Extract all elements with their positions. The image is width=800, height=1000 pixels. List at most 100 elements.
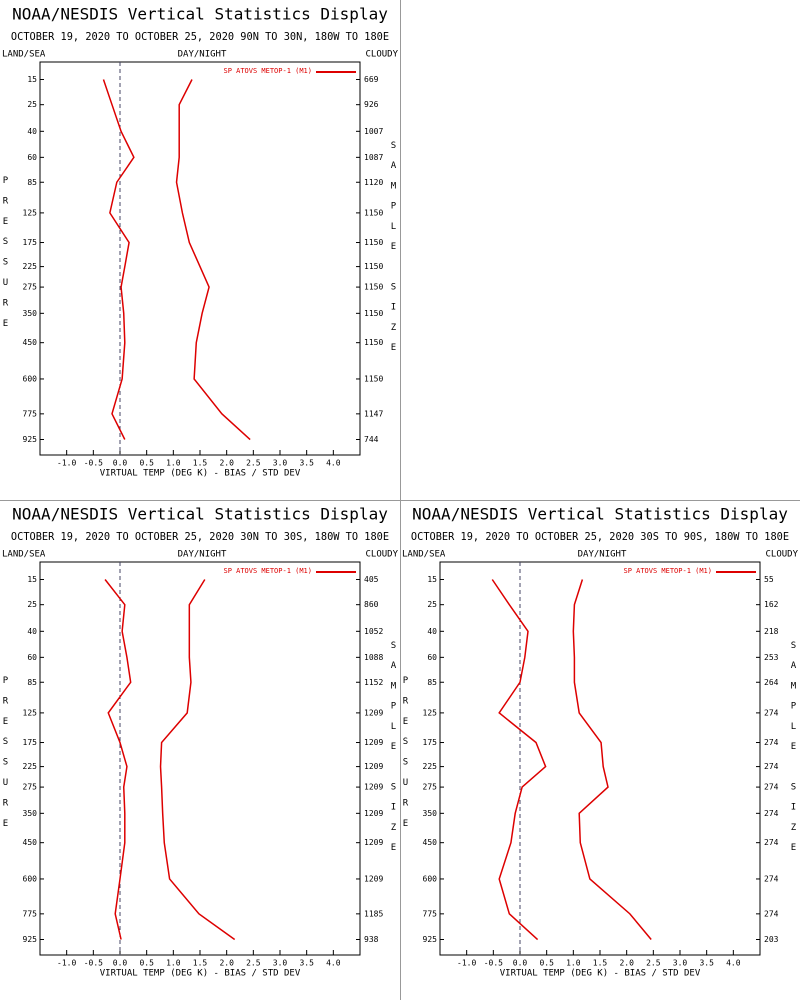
x-tick-label: 0.5: [139, 959, 154, 968]
sample-size-label: 669: [364, 75, 379, 84]
sample-size-label: 1088: [364, 653, 383, 662]
std-dev-line: [572, 579, 652, 940]
sample-size-label: 203: [764, 935, 779, 944]
sample-size-label: 1007: [364, 127, 383, 136]
sample-size-label: 274: [764, 783, 779, 792]
std-dev-line: [159, 579, 236, 941]
y2-axis-label: SAMPLE SIZE: [789, 641, 799, 863]
sample-size-label: 1052: [364, 627, 383, 636]
y-tick-label: 225: [23, 262, 38, 271]
sample-size-label: 1209: [364, 738, 383, 747]
sample-size-label: 744: [364, 435, 379, 444]
y-tick-label: 275: [23, 783, 38, 792]
y-tick-label: 275: [23, 283, 38, 292]
chart-subtitle: OCTOBER 19, 2020 TO OCTOBER 25, 2020 30N…: [11, 531, 389, 543]
sample-size-label: 274: [764, 874, 779, 883]
y-tick-label: 40: [427, 627, 437, 636]
bias-line: [104, 579, 132, 940]
y-tick-label: 450: [23, 838, 38, 847]
y-tick-label: 40: [27, 627, 37, 636]
y-tick-label: 350: [423, 809, 438, 818]
x-tick-label: -0.5: [484, 959, 503, 968]
y-tick-label: 175: [23, 238, 38, 247]
x-tick-label: 0.5: [539, 959, 554, 968]
x-tick-label: 3.5: [299, 459, 314, 468]
panel: NOAA/NESDIS Vertical Statistics Display O…: [1, 505, 399, 979]
x-tick-label: 2.5: [246, 959, 261, 968]
sample-size-label: 1185: [364, 909, 383, 918]
x-tick-label: 1.0: [566, 959, 581, 968]
sample-size-label: 274: [764, 909, 779, 918]
chart-subtitle: OCTOBER 19, 2020 TO OCTOBER 25, 2020 90N…: [11, 31, 389, 43]
sample-size-label: 1150: [364, 309, 383, 318]
sample-size-label: 1150: [364, 238, 383, 247]
x-tick-label: 1.0: [166, 959, 181, 968]
x-tick-label: 0.0: [113, 959, 128, 968]
y-tick-label: 85: [427, 678, 437, 687]
sample-size-label: 274: [764, 708, 779, 717]
x-tick-label: 3.0: [273, 459, 288, 468]
sample-size-label: 1209: [364, 762, 383, 771]
x-tick-label: 0.0: [513, 959, 528, 968]
y-tick-label: 600: [23, 874, 38, 883]
x-tick-label: 0.0: [113, 459, 128, 468]
chart-title: NOAA/NESDIS Vertical Statistics Display: [412, 505, 788, 524]
sample-size-label: 1209: [364, 708, 383, 717]
sample-size-label: 253: [764, 653, 779, 662]
legend-label: SP ATOVS METOP-1 (M1): [223, 567, 312, 575]
y-tick-label: 225: [23, 762, 38, 771]
x-tick-label: 2.0: [219, 959, 234, 968]
sample-size-label: 274: [764, 762, 779, 771]
y-tick-label: 25: [27, 100, 37, 109]
sample-size-label: 274: [764, 838, 779, 847]
sample-size-label: 1087: [364, 153, 383, 162]
corner-label: DAY/NIGHT: [178, 550, 227, 560]
x-tick-label: -0.5: [84, 959, 103, 968]
x-tick-label: 2.5: [646, 959, 661, 968]
y2-axis-label: SAMPLE SIZE: [389, 141, 399, 363]
x-axis-label: VIRTUAL TEMP (DEG K) - BIAS / STD DEV: [500, 969, 701, 979]
corner-label: LAND/SEA: [402, 550, 446, 560]
y-tick-label: 775: [423, 909, 438, 918]
x-tick-label: 4.0: [726, 959, 741, 968]
y-tick-label: 15: [427, 575, 437, 584]
sample-size-label: 274: [764, 738, 779, 747]
sample-size-label: 1209: [364, 809, 383, 818]
sample-size-label: 405: [364, 575, 379, 584]
y-tick-label: 125: [23, 708, 38, 717]
y-tick-label: 25: [27, 600, 37, 609]
sample-size-label: 264: [764, 678, 779, 687]
x-axis-label: VIRTUAL TEMP (DEG K) - BIAS / STD DEV: [100, 469, 301, 479]
panel: NOAA/NESDIS Vertical Statistics Display O…: [1, 5, 399, 479]
sample-size-label: 1150: [364, 208, 383, 217]
y-tick-label: 15: [27, 575, 37, 584]
y-tick-label: 125: [23, 208, 38, 217]
y-tick-label: 350: [23, 309, 38, 318]
sample-size-label: 1150: [364, 283, 383, 292]
sample-size-label: 1209: [364, 783, 383, 792]
legend-label: SP ATOVS METOP-1 (M1): [623, 567, 712, 575]
sample-size-label: 1209: [364, 838, 383, 847]
y-tick-label: 350: [23, 809, 38, 818]
sample-size-label: 162: [764, 600, 779, 609]
sample-size-label: 1152: [364, 678, 383, 687]
y-tick-label: 175: [423, 738, 438, 747]
y-tick-label: 925: [423, 935, 438, 944]
y-tick-label: 175: [23, 738, 38, 747]
panel: NOAA/NESDIS Vertical Statistics Display O…: [401, 505, 799, 979]
y-tick-label: 600: [23, 374, 38, 383]
y-tick-label: 85: [27, 178, 37, 187]
x-tick-label: 3.0: [673, 959, 688, 968]
x-tick-label: 2.0: [219, 459, 234, 468]
x-tick-label: 3.5: [299, 959, 314, 968]
legend-label: SP ATOVS METOP-1 (M1): [223, 67, 312, 75]
sample-size-label: 1147: [364, 409, 383, 418]
x-tick-label: -0.5: [84, 459, 103, 468]
x-tick-label: 2.5: [246, 459, 261, 468]
chart-title: NOAA/NESDIS Vertical Statistics Display: [12, 505, 388, 524]
corner-label: CLOUDY: [365, 50, 398, 60]
x-tick-label: -1.0: [57, 459, 76, 468]
y-tick-label: 775: [23, 909, 38, 918]
y-tick-label: 925: [23, 435, 38, 444]
